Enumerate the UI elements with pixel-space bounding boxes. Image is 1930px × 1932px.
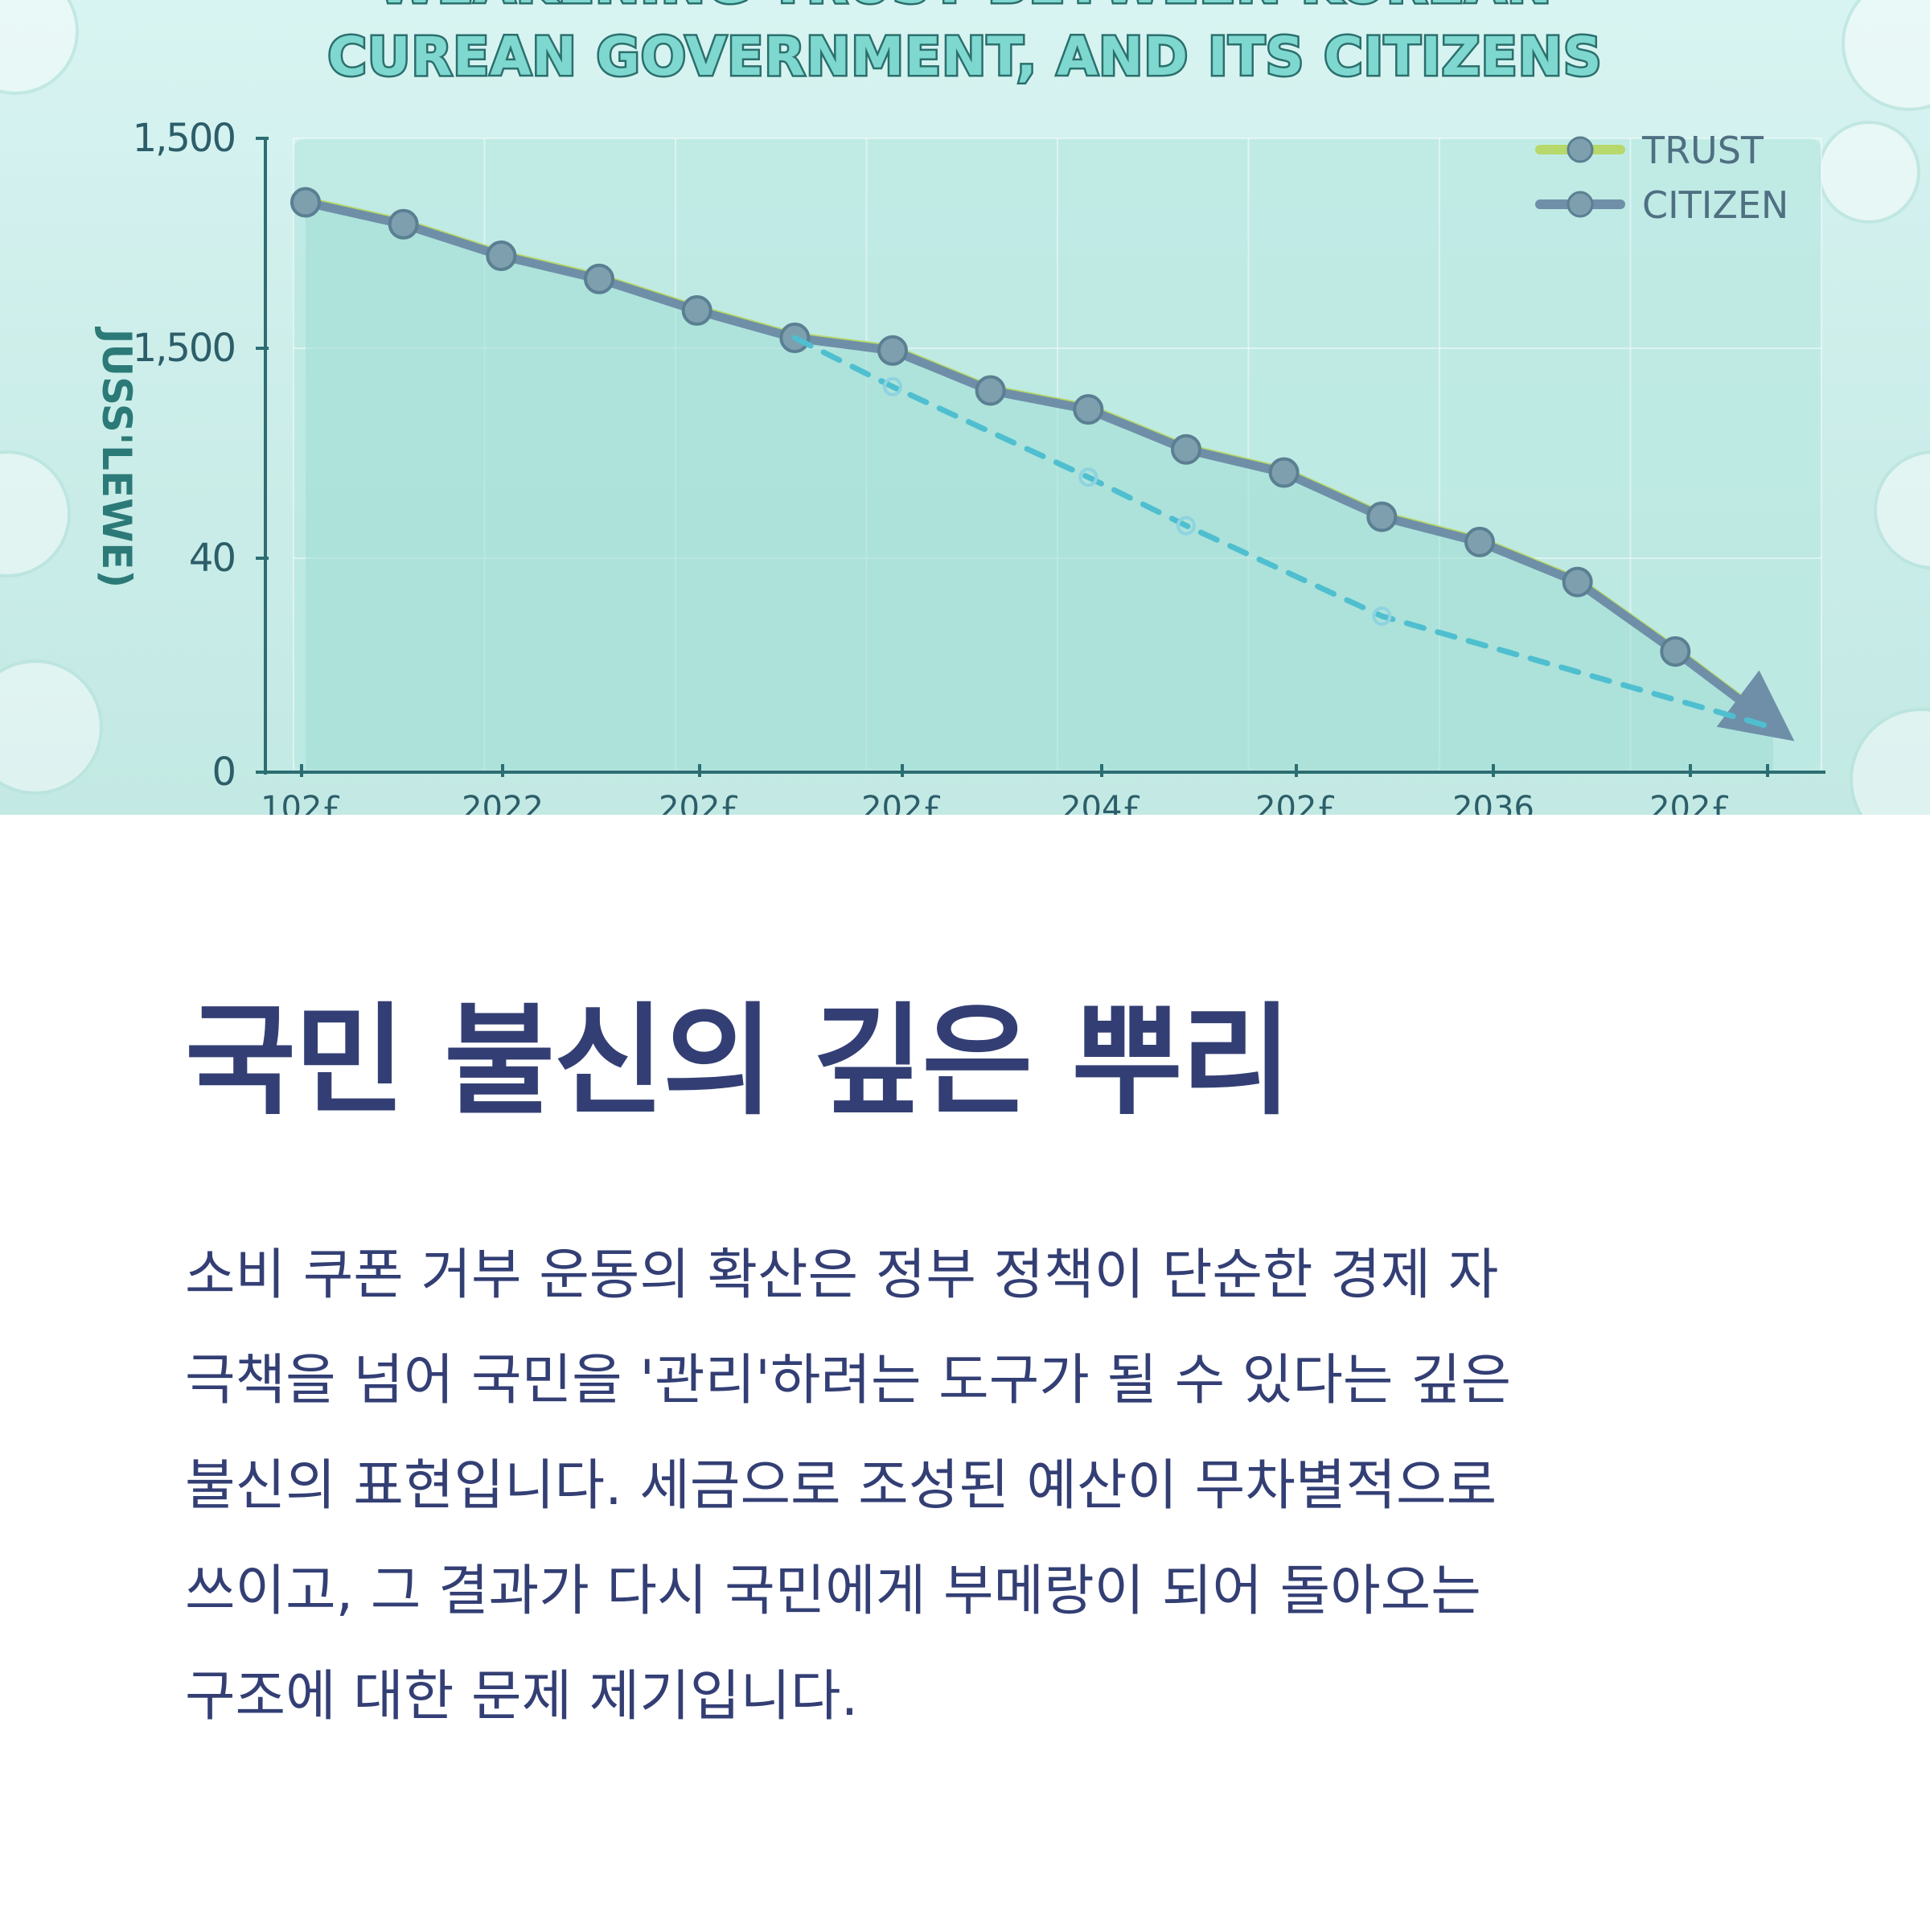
series-line-citizen — [301, 198, 1795, 742]
article-body-line-2: 극책을 넘어 국민을 '관리'하려는 도구가 될 수 있다는 깊은 — [185, 1349, 1512, 1412]
x-tick-label: 204£ — [1061, 790, 1143, 815]
citizen-point — [1171, 434, 1201, 465]
legend-marker — [1567, 136, 1594, 163]
citizen-point — [1268, 457, 1300, 488]
x-tick-label: 202£ — [1255, 790, 1337, 815]
article-section: 국민 불신의 깊은 뿌리 소비 쿠폰 거부 운동의 확산은 정부 정책이 단순한… — [185, 989, 1753, 1749]
legend: TRUST CITIZEN — [1535, 129, 1788, 227]
legend-label-trust: TRUST — [1641, 129, 1764, 172]
area-under-line — [306, 202, 1773, 771]
citizen-point — [877, 335, 908, 366]
citizen-point — [584, 263, 614, 294]
series-line-dashed — [791, 335, 1776, 731]
citizen-point — [1073, 394, 1104, 425]
dashed-point — [1372, 606, 1392, 626]
article-body-line-4: 쓰이고, 그 결과가 다시 국민에게 부메랑이 되어 돌아오는 — [185, 1560, 1481, 1623]
citizen-point — [388, 208, 419, 240]
dashed-point — [883, 376, 902, 397]
hero-infographic-image: WEAKENING TRUST BETWEEN KOREAN CUREAN GO… — [0, 0, 1930, 815]
citizen-point — [975, 375, 1006, 406]
chart-title-line-2: CUREAN GOVERNMENT, AND ITS CITIZENS — [326, 24, 1604, 90]
x-tick-label: 202£ — [659, 790, 741, 815]
legend-label-citizen: CITIZEN — [1642, 183, 1788, 227]
article-body-line-5: 구조에 대한 문제 제기입니다. — [185, 1665, 859, 1729]
axes — [264, 138, 1825, 775]
y-tick-label: 0 — [211, 750, 235, 795]
y-tick-label: 1,500 — [133, 116, 235, 161]
x-tick-labels: 102£ 2022 202£ 202£ 204£ 202£ 2036 202£ — [261, 764, 1769, 815]
y-axis-label: JUSS'LEWE) — [93, 327, 140, 588]
x-tick-label: 2022 — [462, 790, 544, 815]
dashed-point — [1176, 516, 1196, 536]
series-lines — [290, 187, 1795, 742]
x-tick-label: 202£ — [861, 790, 943, 815]
citizen-point — [1464, 526, 1495, 557]
dashed-point — [1078, 467, 1098, 487]
x-tick-label: 102£ — [261, 790, 343, 815]
chart-title-line-1: WEAKENING TRUST BETWEEN KOREAN — [0, 0, 1930, 21]
y-tick-label: 40 — [189, 536, 235, 581]
y-tick-labels: 1,500 1,500 40 0 — [133, 116, 269, 795]
y-tick-label: 1,500 — [133, 326, 235, 371]
chart-title: WEAKENING TRUST BETWEEN KOREAN CUREAN GO… — [0, 0, 1930, 93]
citizen-point — [1660, 635, 1691, 667]
x-tick-label: 202£ — [1649, 790, 1731, 815]
legend-marker — [1567, 191, 1594, 218]
article-heading: 국민 불신의 깊은 뿌리 — [185, 992, 1292, 1132]
article-body-line-3: 불신의 표현입니다. 세금으로 조성된 예산이 무차별적으로 — [185, 1454, 1497, 1518]
citizen-point — [681, 295, 712, 327]
article-body: 소비 쿠폰 거부 운동의 확산은 정부 정책이 단순한 경제 자 극책을 넘어 … — [185, 1223, 1737, 1749]
citizen-point — [486, 240, 517, 272]
x-tick-label: 2036 — [1452, 790, 1534, 815]
article-body-line-1: 소비 쿠폰 거부 운동의 확산은 정부 정책이 단순한 경제 자 — [185, 1243, 1499, 1307]
citizen-point — [1366, 501, 1398, 532]
citizen-point — [1562, 566, 1593, 598]
citizen-point — [290, 187, 321, 218]
trust-line-chart: 1,500 1,500 40 0 102£ 2022 202£ 202£ 204£ 202£ 20… — [93, 116, 1825, 815]
